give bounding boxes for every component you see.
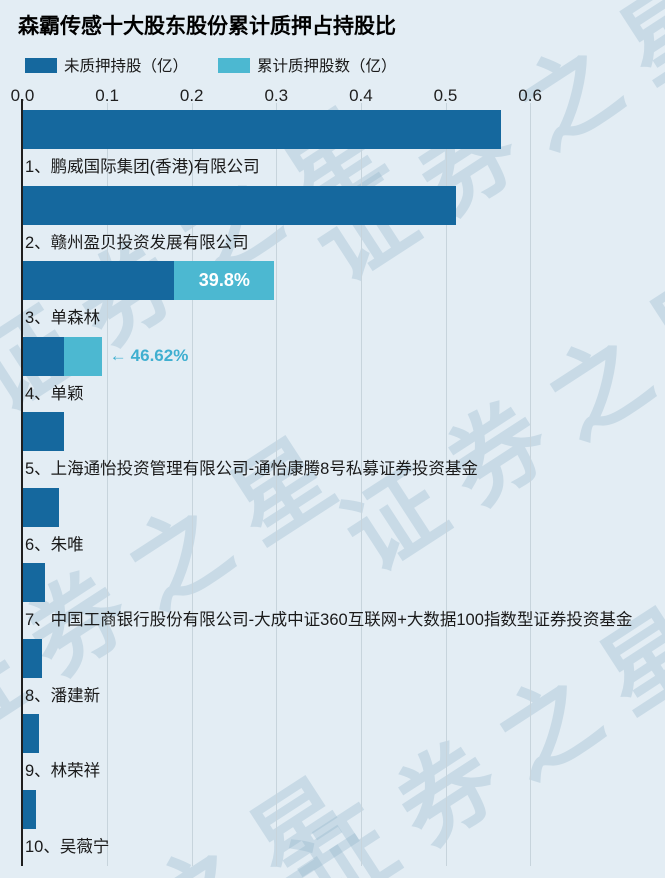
watermark-text: 证券之星 [295, 0, 665, 302]
bar-row [23, 714, 40, 753]
pledge-ratio-label: ← 46.62% [110, 337, 189, 376]
shareholder-label: 7、中国工商银行股份有限公司-大成中证360互联网+大数据100指数型证券投资基… [25, 611, 633, 629]
shareholder-label: 6、朱唯 [25, 535, 84, 554]
gridline [445, 103, 447, 866]
shareholder-label: 10、吴薇宁 [25, 837, 110, 856]
chart-title: 森霸传感十大股东股份累计质押占持股比 [18, 15, 396, 38]
bar-row [23, 563, 45, 602]
bar-unpledged-segment [23, 789, 36, 829]
x-tick-label: 0.4 [349, 86, 373, 105]
bar-pledged-segment: 39.8% [174, 261, 275, 300]
legend-swatch-unpledged [25, 57, 57, 73]
legend-label-pledged: 累计质押股数（亿） [257, 58, 397, 75]
gridline [530, 103, 532, 866]
legend-item-pledged: 累计质押股数（亿） [218, 54, 397, 76]
y-axis-spine [21, 99, 23, 866]
shareholder-label: 5、上海通怡投资管理有限公司-通怡康腾8号私募证券投资基金 [25, 460, 478, 478]
bar-row [23, 336, 102, 376]
shareholder-label: 1、鹏威国际集团(香港)有限公司 [25, 158, 260, 176]
gridline [107, 103, 109, 866]
watermark-text: 证券之星 [275, 576, 665, 878]
gridline [276, 103, 278, 866]
x-tick-label: 0.0 [10, 86, 35, 105]
shareholder-label: 2、赣州盈贝投资发展有限公司 [25, 233, 249, 252]
bar-unpledged-segment [23, 487, 59, 527]
shareholder-label: 9、林荣祥 [25, 762, 101, 780]
bar-unpledged-segment [23, 110, 501, 149]
legend-label-unpledged: 未质押持股（亿） [64, 58, 189, 75]
chart-legend: 未质押持股（亿） 累计质押股数（亿） [25, 54, 397, 76]
gridline [191, 103, 193, 866]
pledge-ratio-value: 46.62% [130, 346, 189, 365]
arrow-left-icon: ← [109, 346, 127, 365]
bar-row [23, 789, 36, 829]
bar-row [23, 638, 42, 678]
bar-row: 39.8% [23, 261, 275, 300]
gridline [360, 103, 362, 866]
bar-row [23, 412, 65, 451]
x-tick-label: 0.3 [264, 86, 289, 105]
x-tick-label: 0.1 [95, 86, 119, 105]
shareholder-label: 8、潘建新 [25, 686, 101, 705]
bar-unpledged-segment [23, 563, 45, 602]
bar-unpledged-segment [23, 336, 65, 376]
legend-swatch-pledged [218, 57, 251, 73]
bar-unpledged-segment [23, 261, 175, 300]
shareholder-label: 3、单森林 [25, 309, 101, 327]
bar-row [23, 185, 457, 225]
bar-unpledged-segment [23, 638, 42, 678]
bar-row [23, 110, 501, 149]
x-tick-label: 0.6 [518, 86, 542, 105]
x-tick-label: 0.2 [179, 86, 204, 105]
shareholder-label: 4、单颖 [25, 384, 84, 403]
watermark-text: 证券之星 [325, 236, 665, 592]
bar-unpledged-segment [23, 185, 457, 225]
bar-row [23, 487, 59, 527]
bar-unpledged-segment [23, 412, 65, 451]
pledge-ratio-label: 39.8% [198, 270, 250, 290]
bar-unpledged-segment [23, 714, 40, 753]
bar-pledged-segment [64, 336, 102, 376]
legend-item-unpledged: 未质押持股（亿） [25, 54, 188, 76]
x-tick-label: 0.5 [433, 86, 458, 105]
